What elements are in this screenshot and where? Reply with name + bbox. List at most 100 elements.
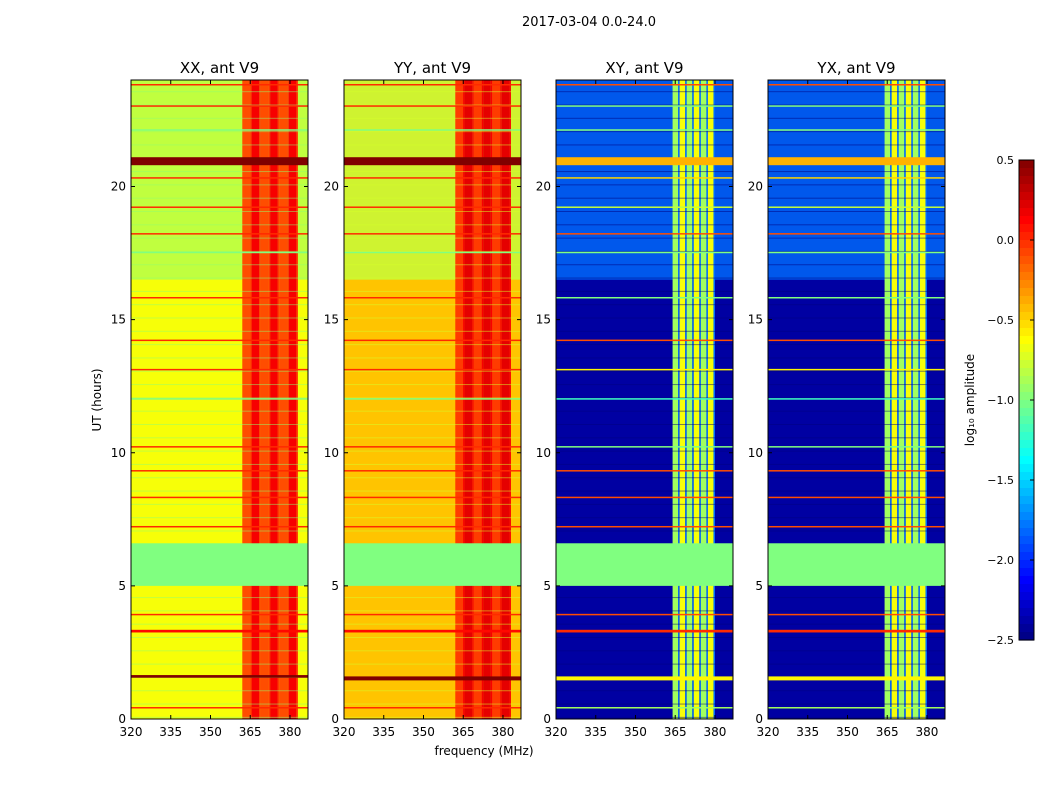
heatmap-stripe	[768, 304, 945, 306]
colorbar-segment	[1019, 216, 1034, 225]
y-tick-label: 0	[331, 712, 339, 726]
x-tick-label: 365	[664, 725, 687, 739]
heatmap-stripe	[768, 703, 945, 705]
panel-title: XX, ant V9	[180, 59, 259, 77]
heatmap-stripe	[768, 597, 945, 599]
colorbar-tick-label: −1.5	[987, 474, 1014, 487]
heatmap-stripe	[131, 224, 308, 226]
heatmap-stripe	[131, 477, 308, 479]
heatmap-stripe	[556, 384, 733, 386]
heatmap-stripe	[768, 224, 945, 226]
heatmap-stripe	[131, 517, 308, 519]
heatmap-line	[768, 251, 945, 254]
colorbar-segment	[1019, 584, 1034, 593]
heatmap-stripe	[131, 131, 308, 133]
heatmap-stripe	[344, 490, 521, 492]
heatmap-line	[768, 177, 945, 179]
colorbar-tick-label: −2.0	[987, 554, 1014, 567]
y-tick-label: 15	[748, 313, 763, 327]
y-tick-label: 15	[536, 313, 551, 327]
heatmap-stripe	[344, 117, 521, 119]
x-axis-label: frequency (MHz)	[434, 744, 533, 758]
heatmap-stripe	[768, 716, 945, 718]
heatmap-stripe	[768, 317, 945, 319]
heatmap-stripe	[768, 690, 945, 692]
heatmap-stripe	[768, 184, 945, 186]
heatmap-line	[131, 496, 308, 499]
y-tick-label: 10	[111, 446, 126, 460]
heatmap-stripe	[344, 650, 521, 652]
colorbar-segment	[1019, 440, 1034, 449]
heatmap-stripe	[131, 184, 308, 186]
colorbar-segment	[1019, 616, 1034, 625]
heatmap-stripe	[344, 690, 521, 692]
y-tick-label: 15	[324, 313, 339, 327]
y-tick-label: 5	[543, 579, 551, 593]
heatmap-line	[768, 296, 945, 299]
colorbar-segment	[1019, 504, 1034, 513]
heatmap-line	[344, 251, 521, 254]
heatmap-stripe	[344, 530, 521, 532]
colorbar-segment	[1019, 232, 1034, 241]
colorbar-tick-label: −1.0	[987, 394, 1014, 407]
heatmap-gap	[344, 543, 521, 586]
heatmap-gap	[131, 543, 308, 586]
heatmap-stripe	[556, 250, 733, 252]
heatmap-line	[556, 206, 733, 208]
heatmap-stripe	[768, 357, 945, 359]
heatmap-stripe	[131, 530, 308, 532]
heatmap-stripe	[131, 304, 308, 306]
heatmap-line	[344, 296, 521, 299]
heatmap-stripe	[131, 463, 308, 465]
heatmap-stripe	[556, 597, 733, 599]
heatmap-line	[556, 157, 733, 166]
heatmap-stripe	[556, 117, 733, 119]
colorbar-segment	[1019, 352, 1034, 361]
y-tick-label: 10	[748, 446, 763, 460]
heatmap-stripe	[344, 210, 521, 212]
heatmap-stripe	[344, 410, 521, 412]
colorbar-tick-label: 0.0	[997, 234, 1015, 247]
heatmap-line	[131, 105, 308, 107]
heatmap-line	[556, 470, 733, 472]
heatmap-stripe	[556, 304, 733, 306]
heatmap-stripe	[768, 104, 945, 106]
heatmap-stripe	[556, 477, 733, 479]
colorbar-segment	[1019, 328, 1034, 337]
panel-0: XX, ant V9 320 335 350 365 380 0 5 10 15 20	[111, 59, 309, 739]
heatmap-line	[768, 368, 945, 371]
heatmap-stripe	[131, 663, 308, 665]
colorbar-segment	[1019, 160, 1034, 169]
heatmap-stripe	[768, 264, 945, 266]
heatmap-stripe	[556, 437, 733, 439]
heatmap-line	[344, 177, 521, 179]
heatmap-line	[131, 251, 308, 254]
heatmap-stripe	[556, 410, 733, 412]
heatmap-stripe	[768, 117, 945, 119]
colorbar-segment	[1019, 536, 1034, 545]
heatmap-stripe	[768, 410, 945, 412]
colorbar-segment	[1019, 448, 1034, 457]
panel-2: XY, ant V9 320 335 350 365 380 0 5 10 15 20	[536, 59, 734, 739]
colorbar-segment	[1019, 624, 1034, 633]
heatmap-stripe	[344, 703, 521, 705]
x-tick-label: 350	[624, 725, 647, 739]
heatmap-line	[344, 398, 521, 400]
colorbar-tick-label: 0.5	[997, 154, 1015, 167]
panel-title: YY, ant V9	[393, 59, 471, 77]
heatmap-line	[131, 675, 308, 678]
heatmap-stripe	[768, 91, 945, 93]
x-tick-label: 350	[836, 725, 859, 739]
heatmap-line	[556, 296, 733, 299]
heatmap-stripe	[344, 304, 521, 306]
heatmap-stripe	[344, 477, 521, 479]
heatmap-stripe	[768, 370, 945, 372]
heatmap-stripe	[344, 344, 521, 346]
y-axis-label: UT (hours)	[90, 368, 104, 431]
heatmap-stripe	[556, 517, 733, 519]
x-tick-label: 380	[704, 725, 727, 739]
heatmap-stripe	[131, 171, 308, 173]
heatmap-stripe	[556, 290, 733, 292]
heatmap-stripe	[556, 224, 733, 226]
